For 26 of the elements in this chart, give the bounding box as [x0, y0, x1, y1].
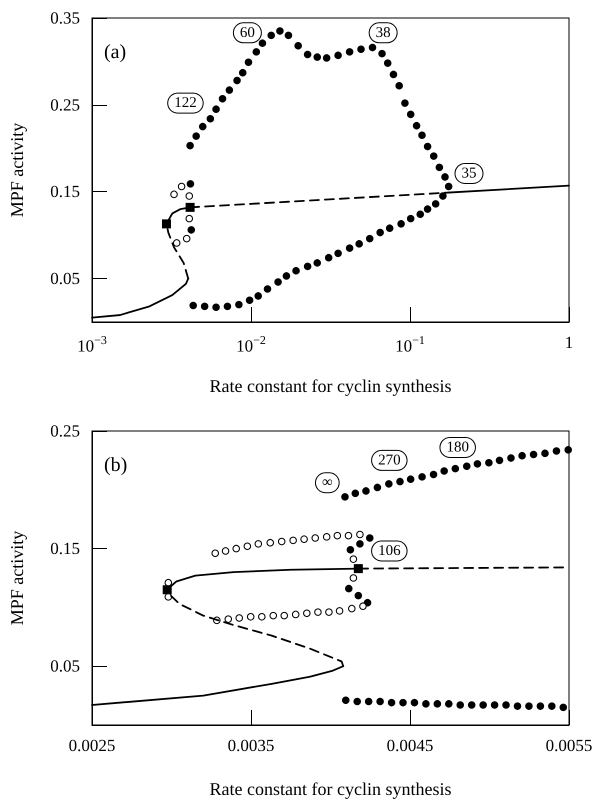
x-tick-label: 0.0055 [546, 736, 592, 755]
annotation: (a) [104, 41, 126, 63]
annotation: 60 [240, 24, 255, 41]
x-tick-label: 0.0025 [68, 736, 116, 755]
y-axis-title: MPF activity [7, 122, 27, 218]
y-tick-label: 0.15 [50, 182, 80, 202]
y-axis-title: MPF activity [7, 530, 27, 626]
annotation: 106 [378, 542, 402, 559]
x-tick-label: 0.0045 [386, 736, 434, 755]
annotation: 38 [376, 24, 391, 41]
annotation: 35 [462, 165, 476, 182]
annotation: 180 [446, 439, 469, 456]
y-tick-label: 0.05 [50, 269, 80, 288]
x-tick-label: 0.0035 [228, 736, 274, 755]
x-tick-label: 1 [564, 333, 574, 352]
y-tick-label: 0.15 [50, 539, 80, 558]
annotation: 270 [378, 452, 401, 468]
y-tick-label: 0.25 [50, 422, 80, 440]
x-axis-title: Rate constant for cyclin synthesis [210, 779, 452, 799]
y-tick-label: 0.05 [50, 656, 80, 676]
y-tick-label: 0.35 [50, 8, 80, 28]
annotation: (b) [104, 454, 128, 476]
annotation: ∞ [322, 474, 333, 491]
y-tick-label: 0.25 [50, 95, 80, 114]
annotation: 122 [174, 95, 197, 112]
x-axis-title: Rate constant for cyclin synthesis [210, 376, 452, 396]
